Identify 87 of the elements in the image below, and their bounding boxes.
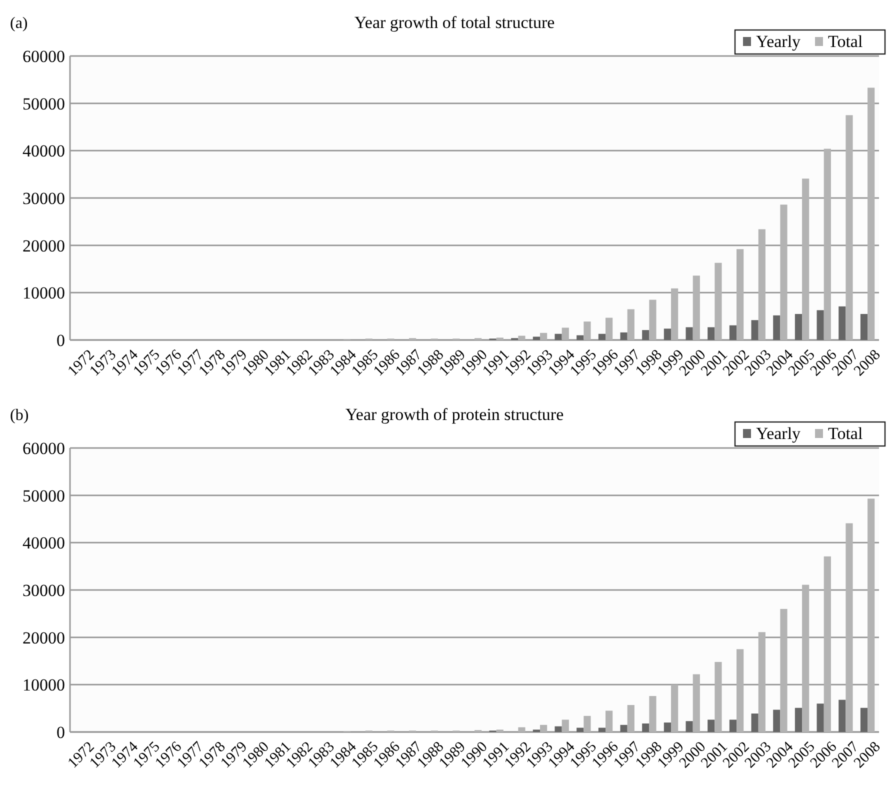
bar: [642, 723, 650, 732]
bar: [838, 700, 846, 732]
y-tick-label: 30000: [22, 188, 65, 208]
bar: [664, 722, 672, 732]
bar: [686, 327, 693, 340]
bar: [868, 88, 875, 340]
bar: [649, 300, 656, 340]
bar: [714, 262, 722, 340]
y-tick-label: 50000: [22, 94, 65, 114]
text: (b): [10, 407, 29, 424]
bar: [598, 334, 606, 340]
bar: [627, 705, 634, 732]
bar: [598, 728, 606, 732]
y-tick-label: 0: [56, 330, 65, 350]
bar: [794, 314, 802, 340]
bar: [692, 276, 700, 340]
bar: [671, 288, 678, 340]
bar: [714, 662, 722, 732]
bar: [540, 332, 548, 340]
bar: [518, 727, 526, 732]
bar: [729, 325, 737, 340]
bar: [729, 720, 737, 732]
bar: [751, 320, 758, 340]
bar: [554, 726, 562, 732]
y-tick-label: 20000: [22, 236, 65, 256]
bar: [532, 336, 540, 340]
bar: [802, 584, 810, 732]
bar: [780, 204, 788, 340]
bar: [708, 327, 715, 340]
bar: [816, 310, 824, 340]
bar: [584, 716, 591, 732]
y-tick-label: 30000: [22, 580, 65, 600]
bar: [518, 336, 526, 340]
y-tick-label: 40000: [22, 534, 65, 553]
bar: [692, 674, 700, 732]
legend-label: Yearly: [756, 32, 802, 51]
bar: [758, 632, 766, 732]
y-tick-label: 0: [56, 722, 65, 742]
bar: [642, 330, 650, 340]
bar: [868, 498, 875, 732]
bar: [606, 710, 613, 732]
y-tick-label: 50000: [22, 486, 65, 506]
bar: [758, 229, 766, 340]
bar: [824, 148, 831, 340]
bar: [773, 710, 780, 732]
bar: [794, 708, 802, 732]
bar: [562, 720, 569, 732]
bar: [606, 318, 613, 340]
bar: [846, 115, 853, 340]
bar: [736, 249, 744, 340]
bar: [860, 314, 868, 340]
bar: [686, 721, 693, 732]
legend-label: Total: [828, 424, 863, 443]
bar: [620, 332, 628, 340]
bar: [773, 315, 780, 340]
bar: [751, 714, 758, 732]
chart-title: Year growth of total structure: [354, 13, 555, 32]
bar: [562, 328, 569, 340]
chart-title: Year growth of protein structure: [345, 405, 564, 424]
bar: [576, 335, 584, 340]
legend-label: Yearly: [756, 424, 802, 443]
bar: [620, 724, 628, 732]
y-tick-label: 20000: [22, 628, 65, 648]
y-tick-label: 10000: [22, 676, 65, 695]
bar: [664, 328, 672, 340]
bar: [846, 523, 853, 732]
bar: [708, 720, 715, 732]
y-tick-label: 10000: [22, 284, 65, 303]
bar: [802, 178, 810, 340]
bar: [824, 556, 831, 732]
bar: [627, 309, 634, 340]
bar: [838, 306, 846, 340]
y-tick-label: 40000: [22, 142, 65, 161]
y-tick-label: 60000: [22, 46, 65, 66]
bar: [816, 704, 824, 732]
bar: [584, 322, 591, 340]
bar: [576, 728, 584, 732]
bar: [780, 608, 788, 732]
bar: [554, 334, 562, 340]
text: (a): [10, 15, 28, 32]
bar: [649, 696, 656, 732]
bar: [736, 649, 744, 732]
bar: [540, 724, 548, 732]
legend-label: Total: [828, 32, 863, 51]
bar: [860, 708, 868, 732]
y-tick-label: 60000: [22, 438, 65, 458]
bar: [671, 684, 678, 732]
